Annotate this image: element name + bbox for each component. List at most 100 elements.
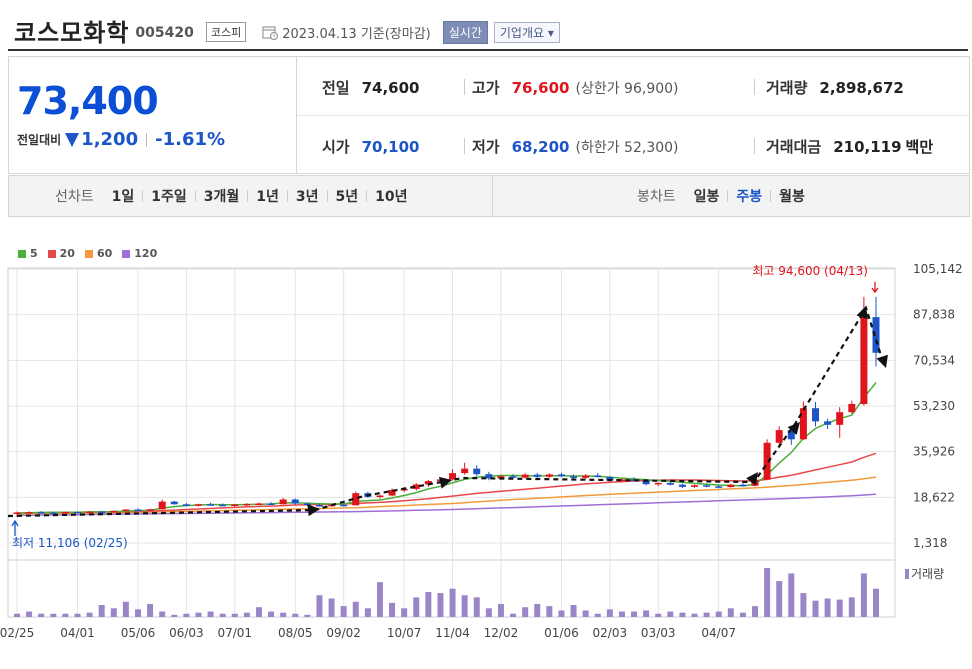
range-separator (727, 190, 729, 202)
x-tick-label: 09/02 (326, 626, 361, 640)
volume-bar (134, 609, 141, 617)
legend-item-20: 20 (47, 247, 75, 260)
volume-bar (776, 581, 783, 617)
volume-bar (764, 568, 771, 617)
stock-chart: 105,142 87,838 70,534 53,230 35,926 18,622 1,3… (0, 262, 963, 640)
panel-divider (296, 57, 297, 173)
ma5-line (16, 382, 877, 514)
candle-chart-label: 봉차트 (637, 189, 676, 205)
cell-separator (754, 79, 755, 95)
volume-bar (873, 588, 879, 617)
volume-bar (376, 582, 383, 617)
line-range-0[interactable]: 1일 (111, 189, 135, 205)
volume-bar (413, 597, 420, 617)
volume-bar (860, 573, 867, 617)
line-range-3[interactable]: 1년 (256, 189, 279, 205)
line-range-4[interactable]: 3년 (295, 189, 319, 205)
volume-bar (606, 609, 613, 617)
candle-body (110, 510, 118, 513)
candle-body (231, 504, 239, 507)
candle-body (485, 474, 493, 479)
trend-arrow-icon (787, 422, 800, 435)
realtime-button[interactable]: 실시간 (442, 20, 488, 44)
current-price: 73,400 (17, 79, 159, 123)
x-tick-label: 01/06 (544, 626, 579, 640)
line-range-5[interactable]: 5년 (335, 189, 359, 205)
candle-body (545, 474, 553, 477)
candle-body (606, 477, 614, 481)
volume-bar (631, 611, 638, 617)
x-tick-label: 04/01 (60, 626, 95, 640)
volume-bar (401, 608, 408, 617)
range-separator (770, 190, 772, 202)
volume-bar (352, 601, 359, 617)
legend-swatch (18, 249, 26, 258)
line-chart-label: 선차트 (55, 189, 94, 205)
volume-bar (570, 605, 577, 617)
candle-body (666, 482, 674, 485)
candle-body (727, 484, 735, 488)
volume-bar (715, 611, 722, 617)
volume-bar (219, 613, 226, 617)
y-tick-label: 1,318 (913, 536, 947, 550)
volume-bar (316, 595, 323, 617)
down-triangle-icon (65, 132, 80, 147)
line-range-2[interactable]: 3개월 (203, 189, 240, 205)
candle-range-0[interactable]: 일봉 (693, 189, 720, 205)
company-info-button[interactable]: 기업개요 ▾ (493, 21, 560, 43)
volume-bar (812, 600, 819, 617)
candle-body (691, 485, 699, 487)
header-divider (8, 49, 968, 51)
panel-row-divider (297, 115, 969, 116)
volume-bar (207, 611, 214, 617)
volume-bar (594, 613, 601, 617)
volume-bar (268, 611, 275, 617)
candle-range-1[interactable]: 주봉 (736, 189, 763, 205)
volume-bar (800, 593, 807, 617)
volume-bar (159, 611, 166, 617)
volume-bar (739, 612, 746, 617)
range-separator (194, 190, 196, 202)
max-price-label: 최고 94,600 (04/13) (752, 264, 868, 278)
candle-body (642, 480, 650, 485)
stock-name: 코스모화학 (14, 18, 130, 47)
candle-body (13, 512, 21, 514)
trend-arrow-icon (307, 504, 320, 517)
ma20-line (16, 452, 877, 514)
volume-bar (667, 611, 674, 617)
candle-body (412, 484, 420, 489)
line-range-1[interactable]: 1주일 (151, 189, 187, 205)
x-tick-label: 06/03 (169, 626, 204, 640)
volume-bar (328, 598, 335, 617)
x-tick-label: 12/02 (484, 626, 519, 640)
candle-body (219, 504, 227, 507)
candle-range-2[interactable]: 월봉 (779, 189, 805, 205)
legend-item-5: 5 (18, 247, 38, 260)
candle-body (303, 503, 311, 506)
candle-body (291, 499, 299, 504)
legend-item-60: 60 (84, 247, 112, 260)
volume-bar (62, 613, 69, 617)
volume-bar (38, 613, 45, 617)
trend-arrow-icon (746, 472, 758, 486)
volume-bar (340, 606, 347, 617)
line-range-6[interactable]: 10년 (375, 189, 408, 205)
candle-body (812, 408, 820, 422)
market-badge: 코스피 (205, 22, 247, 42)
volume-cell: 거래량 2,898,672 (766, 78, 904, 98)
candle-body (582, 475, 590, 478)
candle-body (86, 511, 94, 514)
candle-body (146, 509, 154, 511)
volume-bar (364, 608, 371, 617)
candle-body (763, 442, 771, 480)
max-arrow-icon (871, 282, 879, 294)
volume-bar (618, 611, 625, 617)
volume-bar (546, 606, 553, 617)
candle-body (775, 430, 783, 443)
y-tick-label: 70,534 (913, 353, 955, 367)
candle-body (49, 512, 57, 515)
x-tick-label: 03/03 (641, 626, 676, 640)
volume-bar (14, 613, 20, 617)
volume-bar (534, 603, 541, 617)
volume-bar (231, 613, 238, 617)
